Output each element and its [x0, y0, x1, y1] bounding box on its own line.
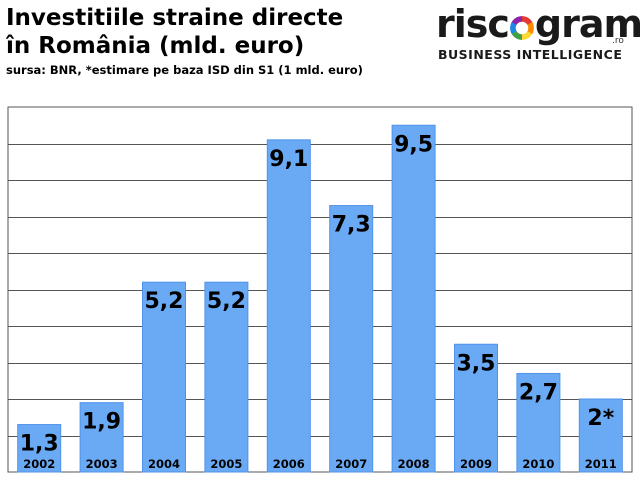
bar [516, 372, 561, 473]
bar [204, 281, 249, 473]
x-tick-label: 2005 [210, 457, 242, 471]
logo-ring-icon [509, 16, 534, 40]
data-label: 3,5 [457, 351, 496, 376]
data-label: 2,7 [519, 380, 558, 405]
logo-tagline: BUSINESS INTELLIGENCE [438, 47, 623, 62]
bar [142, 281, 186, 473]
data-label: 1,9 [82, 410, 121, 435]
x-tick-label: 2010 [522, 457, 554, 471]
x-tick-label: 2008 [398, 457, 430, 471]
x-tick-label: 2009 [460, 457, 492, 471]
data-label: 5,2 [207, 289, 246, 314]
bar [79, 402, 124, 473]
bar [391, 124, 436, 473]
bar [17, 424, 62, 473]
bar [329, 205, 374, 473]
logo-word-end: grama [534, 2, 640, 46]
data-label: 9,1 [269, 147, 308, 172]
chart-title-line-1: Investitiile straine directe [6, 5, 344, 31]
x-tick-label: 2007 [335, 457, 367, 471]
bar [578, 398, 623, 473]
source-note: sursa: BNR, *estimare pe baza ISD din S1… [6, 63, 363, 77]
x-tick-label: 2006 [273, 457, 305, 471]
data-label: 7,3 [332, 213, 371, 238]
chart-title-line-2: în România (mld. euro) [6, 33, 305, 59]
data-label: 5,2 [145, 289, 184, 314]
x-tick-label: 2011 [585, 457, 617, 471]
x-tick-label: 2004 [148, 457, 180, 471]
bar [266, 139, 311, 473]
data-label: 1,3 [20, 432, 59, 457]
logo-wordmark: risc grama [436, 4, 640, 44]
bar [454, 343, 498, 473]
chart-title: Investitiile straine directe în România … [6, 4, 426, 60]
data-label: 2* [587, 406, 614, 431]
data-label: 9,5 [394, 132, 433, 157]
logo-word-start: risc [436, 2, 510, 46]
riscograma-logo: risc grama .ro BUSINESS INTELLIGENCE [436, 4, 640, 66]
x-tick-label: 2003 [86, 457, 118, 471]
logo-tld: .ro [612, 36, 624, 46]
x-tick-label: 2002 [23, 457, 55, 471]
